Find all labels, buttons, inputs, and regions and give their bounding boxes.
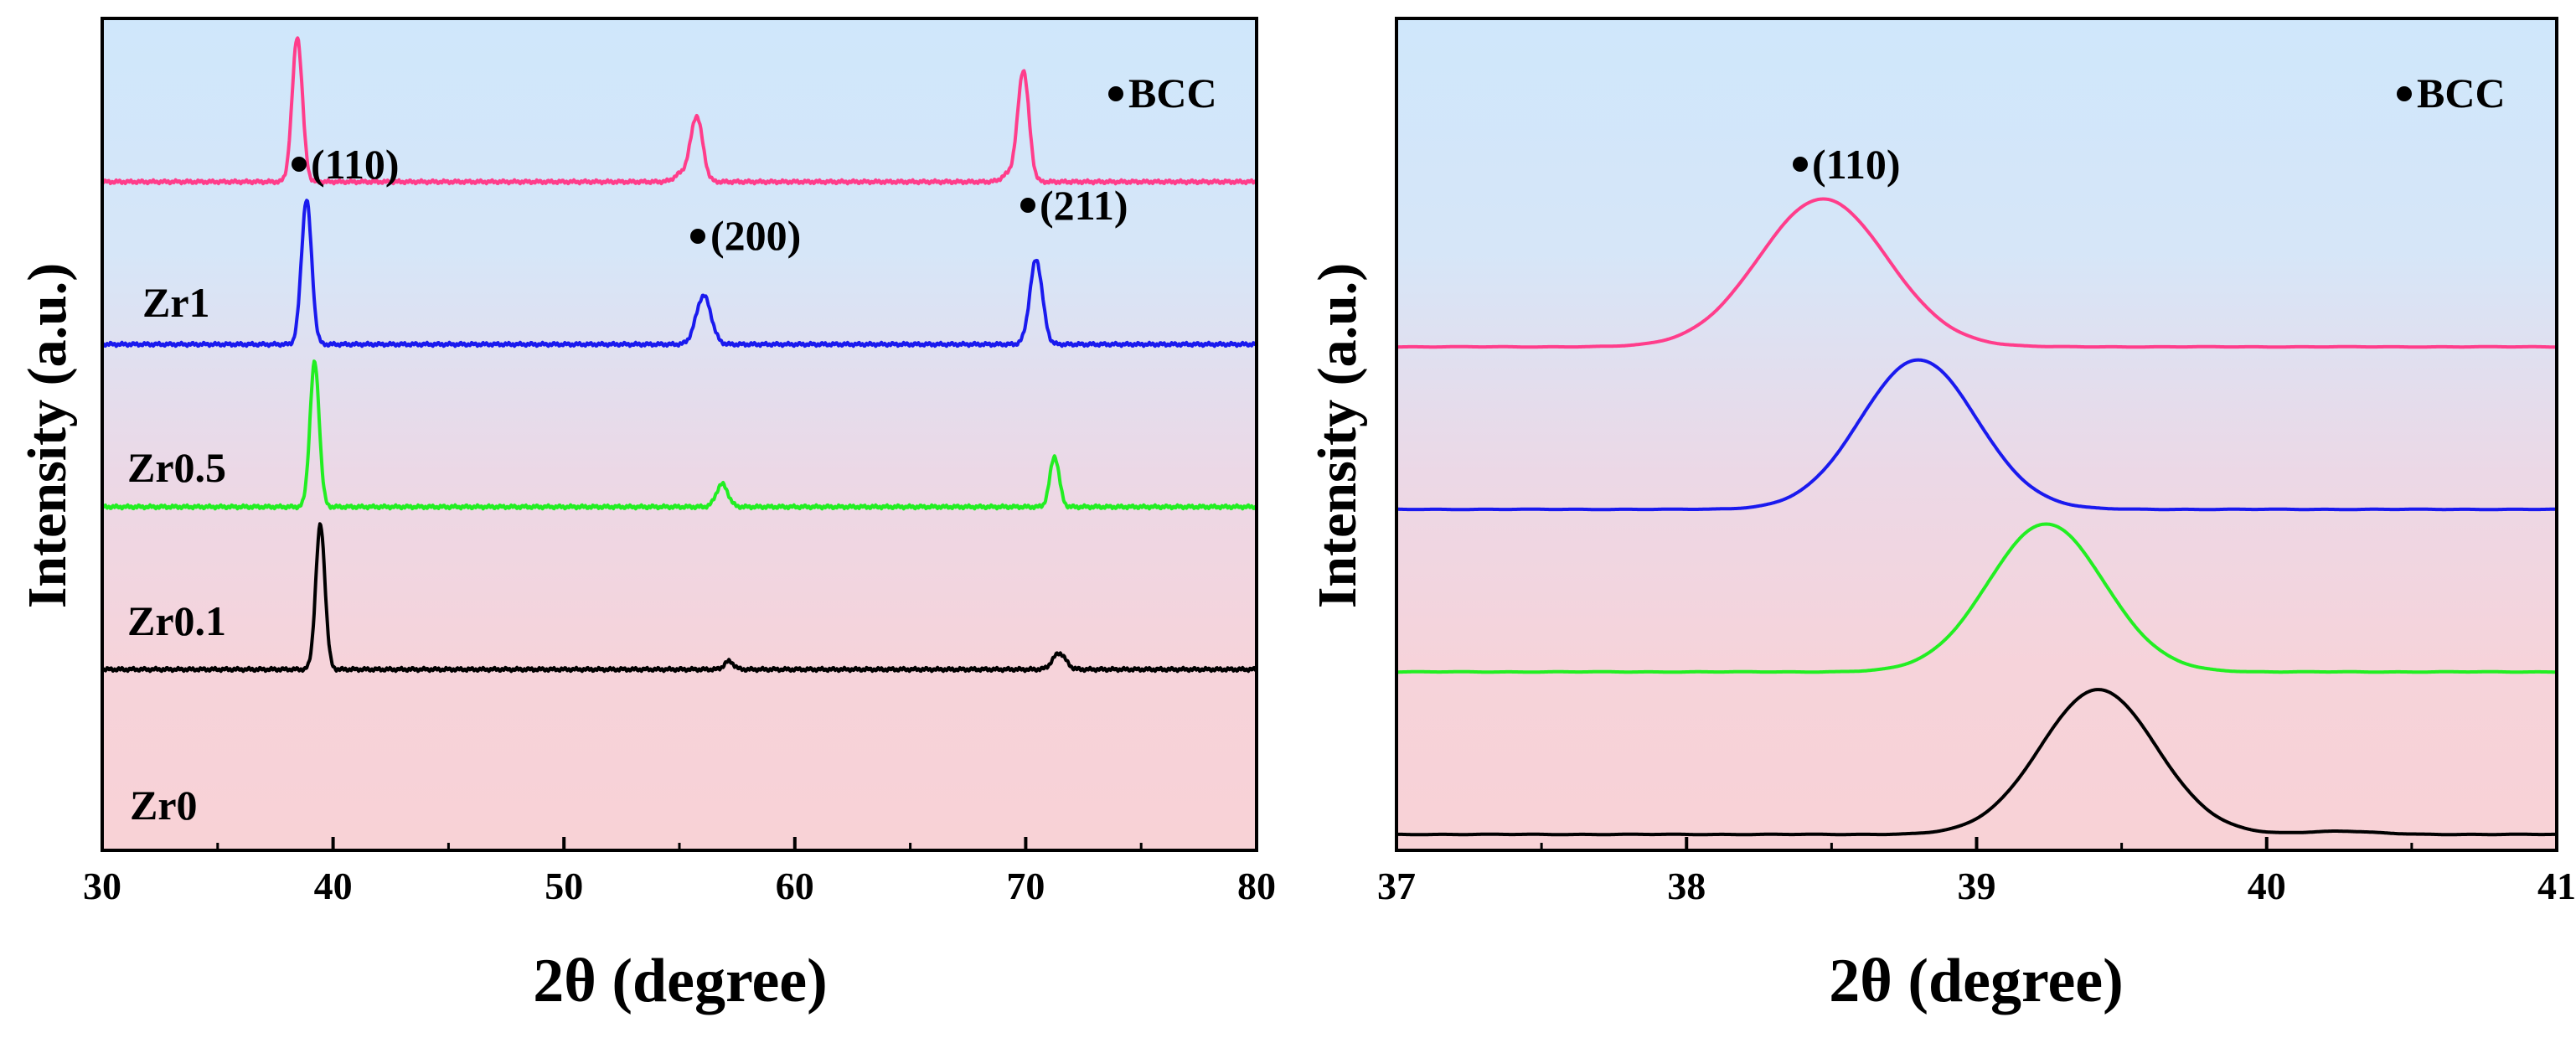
left-legend-label: BCC — [1128, 70, 1217, 116]
left-annotation-110-marker — [292, 157, 307, 172]
left-series-group — [101, 36, 1258, 674]
right-y-axis-title: Intensity (a.u.) — [1307, 263, 1368, 609]
right-legend-label: BCC — [2417, 70, 2506, 116]
right-x-axis-title: 2θ (degree) — [1829, 947, 2124, 1015]
series-line-zr1 — [1396, 197, 2558, 349]
series-line-zr01 — [101, 359, 1258, 511]
x-tick-label: 37 — [1377, 865, 1416, 907]
right-legend-marker — [2397, 86, 2412, 101]
right-annotation-110: (110) — [1812, 141, 1901, 188]
left-annotation-110: (110) — [311, 141, 400, 188]
x-tick-label: 41 — [2537, 865, 2576, 907]
right-series-group — [1396, 197, 2558, 837]
left-x-axis-title: 2θ (degree) — [533, 947, 828, 1015]
left-annotation-200-marker — [690, 229, 705, 244]
left-series-label-zr01: Zr0.1 — [127, 597, 226, 644]
left-panel: 30 40 50 60 70 80 BCC (110) (200) (211) Zr1 Z… — [17, 17, 1276, 1015]
left-legend-marker — [1108, 86, 1123, 101]
series-line-zr1 — [101, 36, 1258, 186]
right-panel: 37 38 39 40 41 BCC (110) Intensity (a.u.) 2θ… — [1307, 17, 2576, 1015]
left-x-ticks: 30 40 50 60 70 80 — [83, 837, 1276, 907]
left-annotation-211: (211) — [1040, 182, 1128, 229]
left-y-axis-title: Intensity (a.u.) — [17, 263, 78, 609]
series-line-zr01 — [1396, 522, 2558, 674]
x-tick-label: 60 — [776, 865, 814, 907]
left-series-label-zr0: Zr0 — [130, 782, 198, 829]
left-annotation-211-marker — [1020, 198, 1035, 213]
series-line-zr05 — [1396, 358, 2558, 512]
left-series-label-zr05: Zr0.5 — [127, 444, 226, 491]
left-series-label-zr1: Zr1 — [142, 279, 210, 326]
x-tick-label: 70 — [1006, 865, 1045, 907]
series-line-zr0 — [1396, 688, 2558, 837]
right-plot-background — [1396, 18, 2557, 850]
left-annotation-200: (200) — [710, 212, 801, 259]
series-line-zr0 — [101, 522, 1258, 674]
x-tick-label: 38 — [1667, 865, 1706, 907]
x-tick-label: 39 — [1958, 865, 1996, 907]
right-x-ticks: 37 38 39 40 41 — [1377, 837, 2576, 907]
x-tick-label: 50 — [545, 865, 583, 907]
right-annotation-110-marker — [1793, 157, 1808, 172]
x-tick-label: 40 — [2248, 865, 2286, 907]
x-tick-label: 40 — [314, 865, 353, 907]
x-tick-label: 30 — [83, 865, 121, 907]
left-plot-background — [102, 18, 1257, 850]
x-tick-label: 80 — [1237, 865, 1276, 907]
series-line-zr05 — [101, 199, 1258, 349]
